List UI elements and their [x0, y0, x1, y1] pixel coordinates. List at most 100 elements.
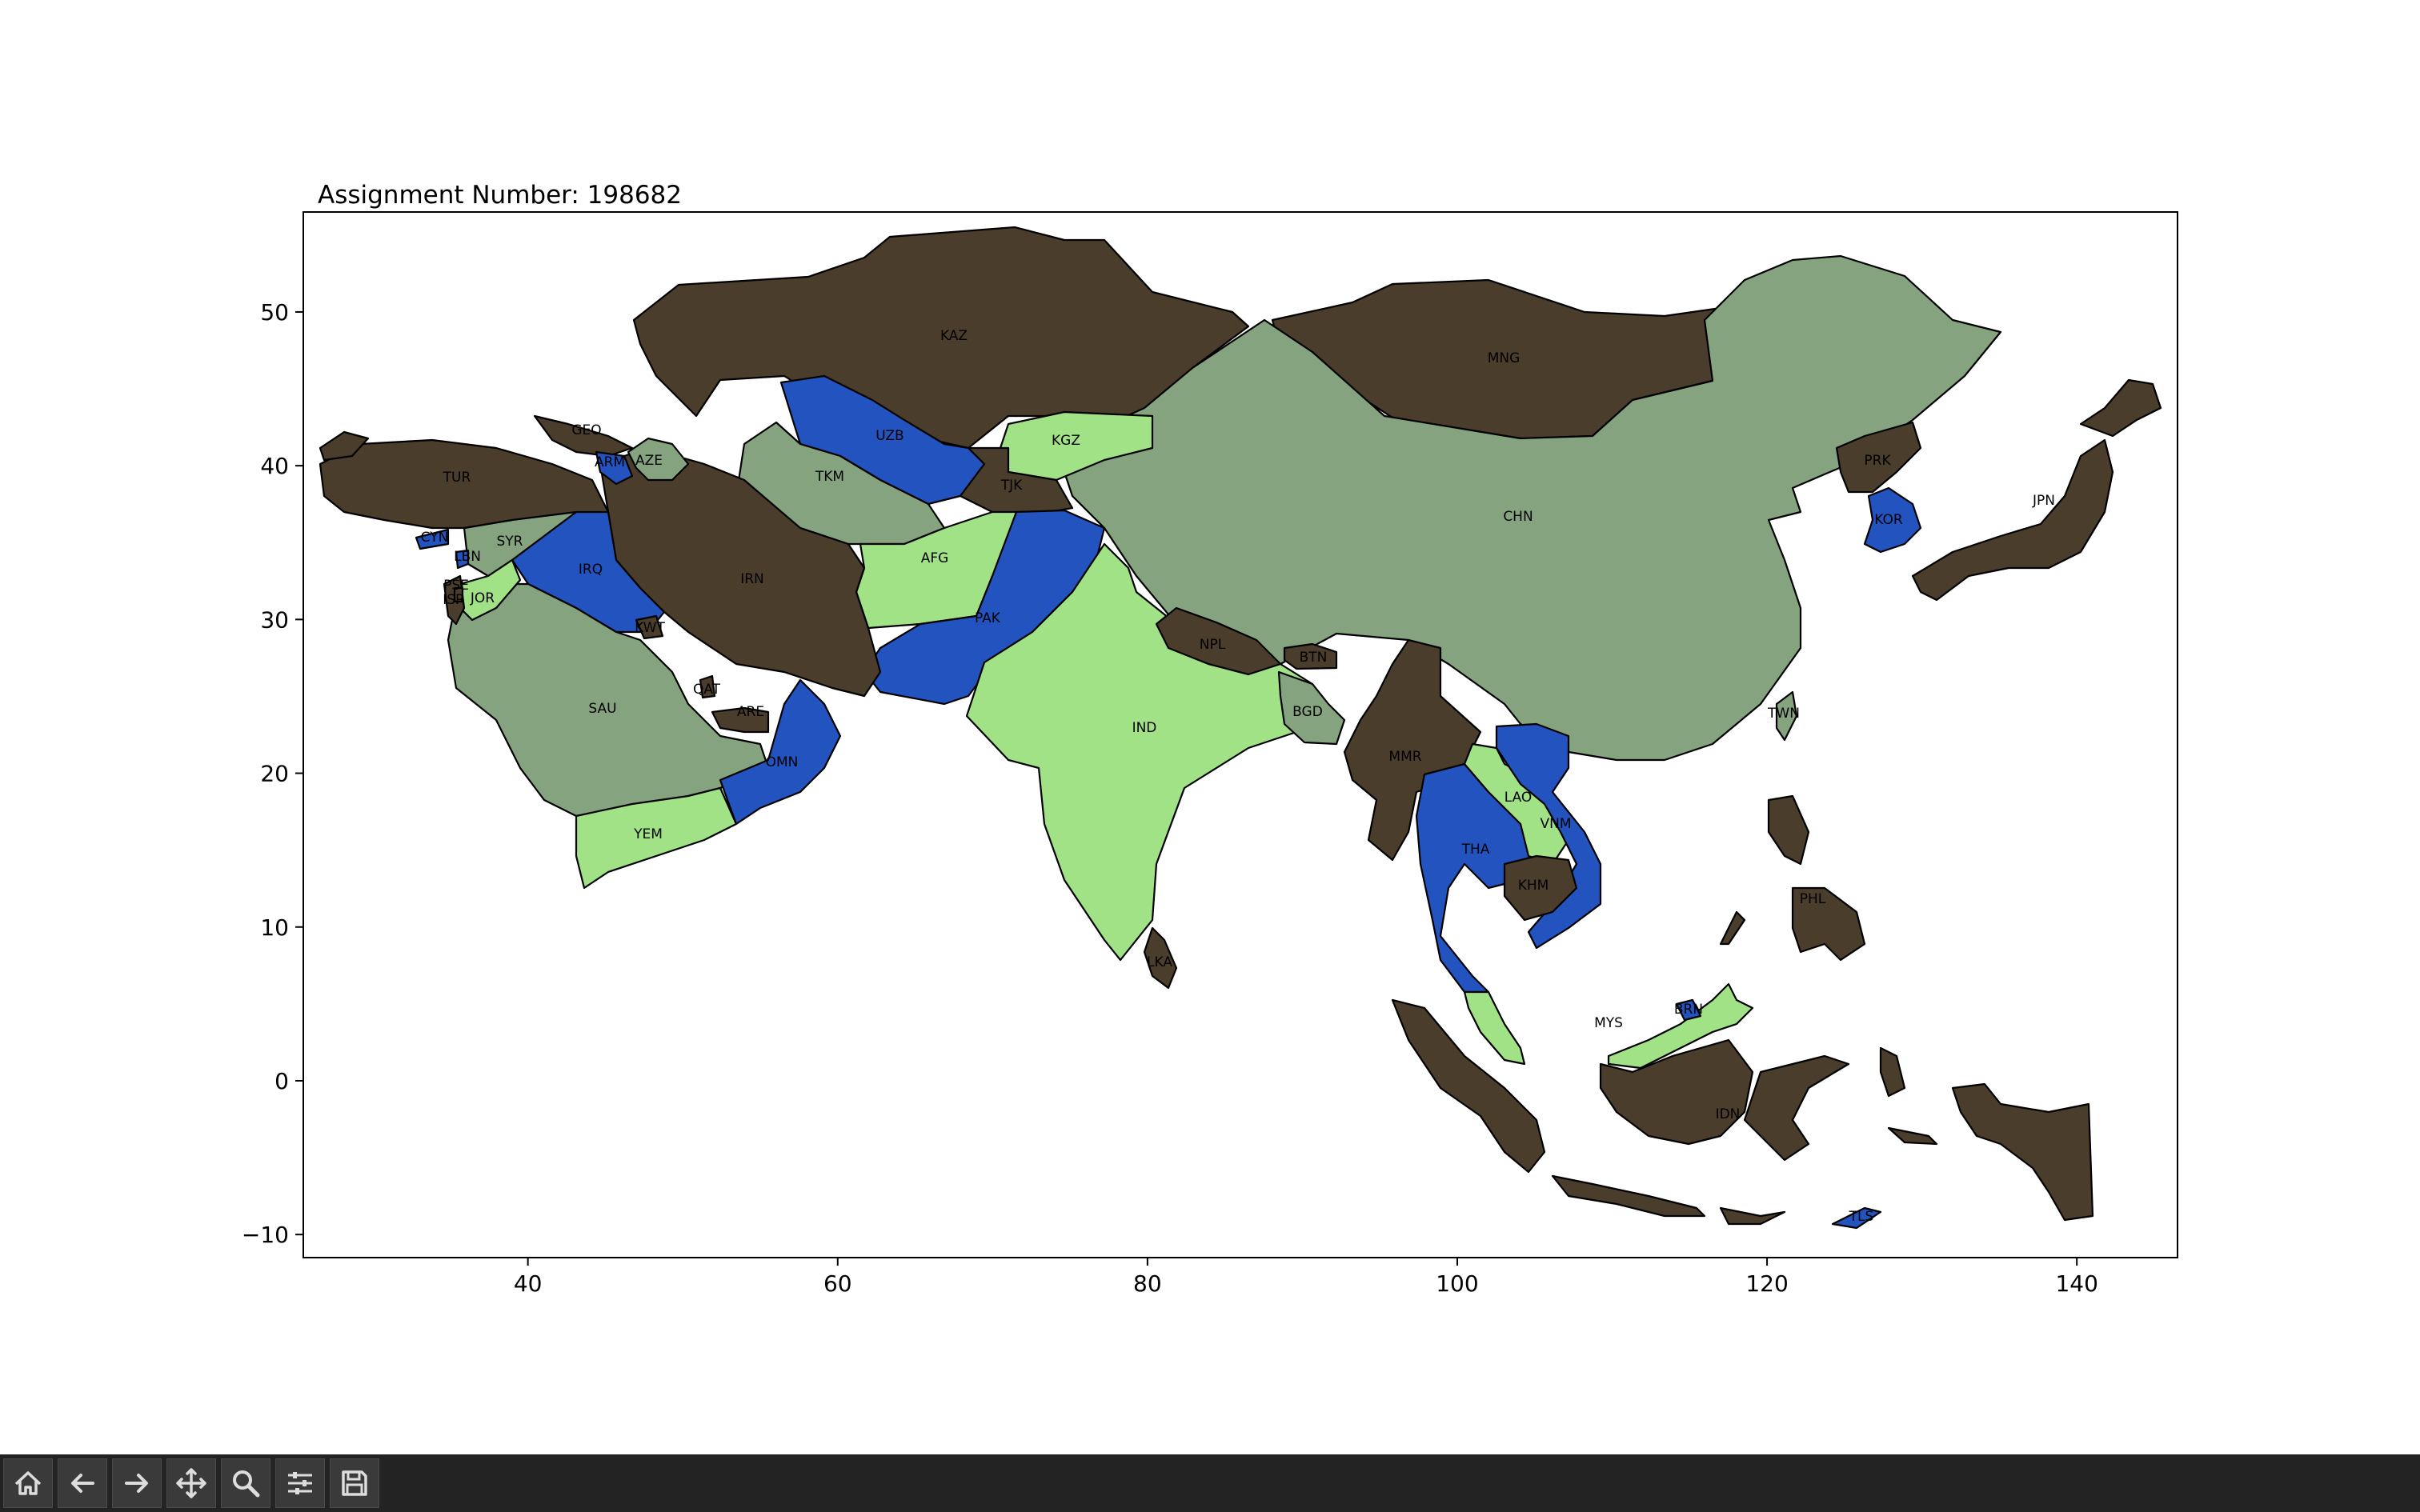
plot-frame: [302, 211, 2178, 1258]
country-label-pak: PAK: [975, 610, 1001, 626]
country-label-arm: ARM: [595, 454, 625, 470]
country-brn: [1675, 998, 1702, 1022]
y-axis: 50 40 30 20 10 0 −10: [242, 299, 303, 1248]
country-label-are: ARE: [737, 704, 764, 720]
country-tls: [1831, 1206, 1882, 1230]
country-label-npl: NPL: [1200, 637, 1226, 653]
country-label-brn: BRN: [1674, 1002, 1703, 1018]
country-label-prk: PRK: [1864, 453, 1891, 469]
home-button[interactable]: [3, 1458, 53, 1508]
country-tur-fragment: [319, 430, 370, 462]
map-plot: Assignment Number: 198682 40 60 80 100 120 14…: [242, 181, 2178, 1297]
x-tick-label: 100: [1436, 1270, 1478, 1297]
zoom-button[interactable]: [221, 1458, 270, 1508]
y-tick-label: 20: [260, 761, 289, 787]
country-label-pse: PSE: [443, 578, 469, 594]
x-tick-label: 80: [1133, 1270, 1162, 1297]
country-label-btn: BTN: [1300, 650, 1328, 666]
country-label-phl: PHL: [1800, 891, 1826, 907]
x-tick-label: 40: [514, 1270, 543, 1297]
country-label-mng: MNG: [1488, 350, 1521, 366]
country-label-aze: AZE: [635, 453, 663, 469]
country-prk: [1835, 421, 1922, 494]
forward-button[interactable]: [112, 1458, 162, 1508]
country-label-tjk: TJK: [1000, 478, 1023, 494]
country-lao: [1463, 742, 1570, 866]
countries-layer: [319, 226, 2162, 1230]
country-lbn: [455, 549, 470, 570]
country-label-jor: JOR: [470, 590, 495, 606]
pan-button[interactable]: [166, 1458, 216, 1508]
save-icon: [342, 1470, 367, 1496]
y-tick-label: 10: [260, 914, 289, 941]
country-label-lka: LKA: [1147, 954, 1172, 970]
country-label-irq: IRQ: [579, 562, 603, 578]
home-icon: [14, 1471, 42, 1495]
country-twn: [1775, 690, 1798, 742]
country-mmr: [1343, 638, 1482, 862]
country-label-idn: IDN: [1716, 1106, 1741, 1122]
country-label-omn: OMN: [766, 754, 799, 770]
country-pse: [453, 586, 464, 603]
country-lka: [1143, 926, 1178, 990]
figure: Assignment Number: 198682 40 60 80 100 120 14…: [242, 181, 2178, 1297]
zoom-icon: [233, 1470, 260, 1498]
x-tick-label: 60: [823, 1270, 852, 1297]
save-button[interactable]: [330, 1458, 379, 1508]
country-label-mmr: MMR: [1388, 749, 1421, 765]
country-aze: [627, 437, 690, 482]
country-label-kgz: KGZ: [1052, 433, 1080, 449]
country-label-mys: MYS: [1594, 1015, 1623, 1031]
country-geo: [533, 414, 634, 458]
country-are: [711, 706, 770, 734]
country-label-sau: SAU: [588, 701, 616, 717]
country-ind: [965, 542, 1314, 962]
pan-icon: [176, 1468, 206, 1498]
country-label-uzb: UZB: [875, 428, 903, 444]
country-label-kwt: KWT: [635, 620, 665, 636]
country-label-qat: QAT: [693, 682, 721, 698]
forward-icon: [125, 1474, 148, 1493]
x-axis: 40 60 80 100 120 140: [514, 1258, 2098, 1297]
country-label-chn: CHN: [1503, 509, 1533, 525]
country-label-jpn: JPN: [2032, 493, 2055, 509]
y-tick-label: 0: [274, 1068, 289, 1094]
country-label-irn: IRN: [740, 571, 764, 587]
country-label-syr: SYR: [497, 534, 523, 550]
country-label-lbn: LBN: [454, 549, 481, 565]
country-label-vnm: VNM: [1540, 816, 1571, 832]
country-kor: [1863, 486, 1922, 554]
country-label-isr: ISR: [443, 592, 465, 608]
country-label-tkm: TKM: [815, 469, 844, 485]
y-tick-label: 40: [260, 453, 289, 479]
back-button[interactable]: [58, 1458, 107, 1508]
country-pak: [863, 509, 1106, 706]
country-chn: [1055, 254, 2002, 762]
country-label-khm: KHM: [1518, 878, 1549, 894]
country-npl: [1155, 606, 1282, 676]
country-label-cyn: CYN: [421, 530, 449, 546]
country-label-kor: KOR: [1874, 512, 1903, 528]
configure-subplots-button[interactable]: [275, 1458, 325, 1508]
country-arm: [595, 450, 634, 486]
country-label-bgd: BGD: [1292, 704, 1323, 720]
country-qat: [699, 674, 716, 699]
country-idn: [1391, 998, 2094, 1226]
matplotlib-toolbar: [0, 1454, 2420, 1512]
country-label-geo: GEO: [571, 422, 601, 438]
country-khm: [1503, 854, 1578, 922]
country-vnm: [1495, 722, 1602, 950]
back-icon: [71, 1474, 94, 1493]
country-label-twn: TWN: [1767, 706, 1800, 722]
country-yem: [575, 786, 738, 890]
country-bgd: [1277, 670, 1346, 746]
country-label-tls: TLS: [1849, 1209, 1874, 1225]
country-btn: [1283, 642, 1338, 670]
country-label-lao: LAO: [1504, 790, 1533, 806]
x-tick-label: 140: [2055, 1270, 2097, 1297]
country-label-tha: THA: [1461, 842, 1490, 858]
country-cyn: [415, 528, 450, 550]
country-phl: [1719, 794, 1866, 962]
country-labels: KAZ MNG CHN UZB TKM KGZ TJK AFG PAK IND NPL BTN BGD M…: [421, 328, 2055, 1225]
y-tick-label: 30: [260, 606, 289, 633]
